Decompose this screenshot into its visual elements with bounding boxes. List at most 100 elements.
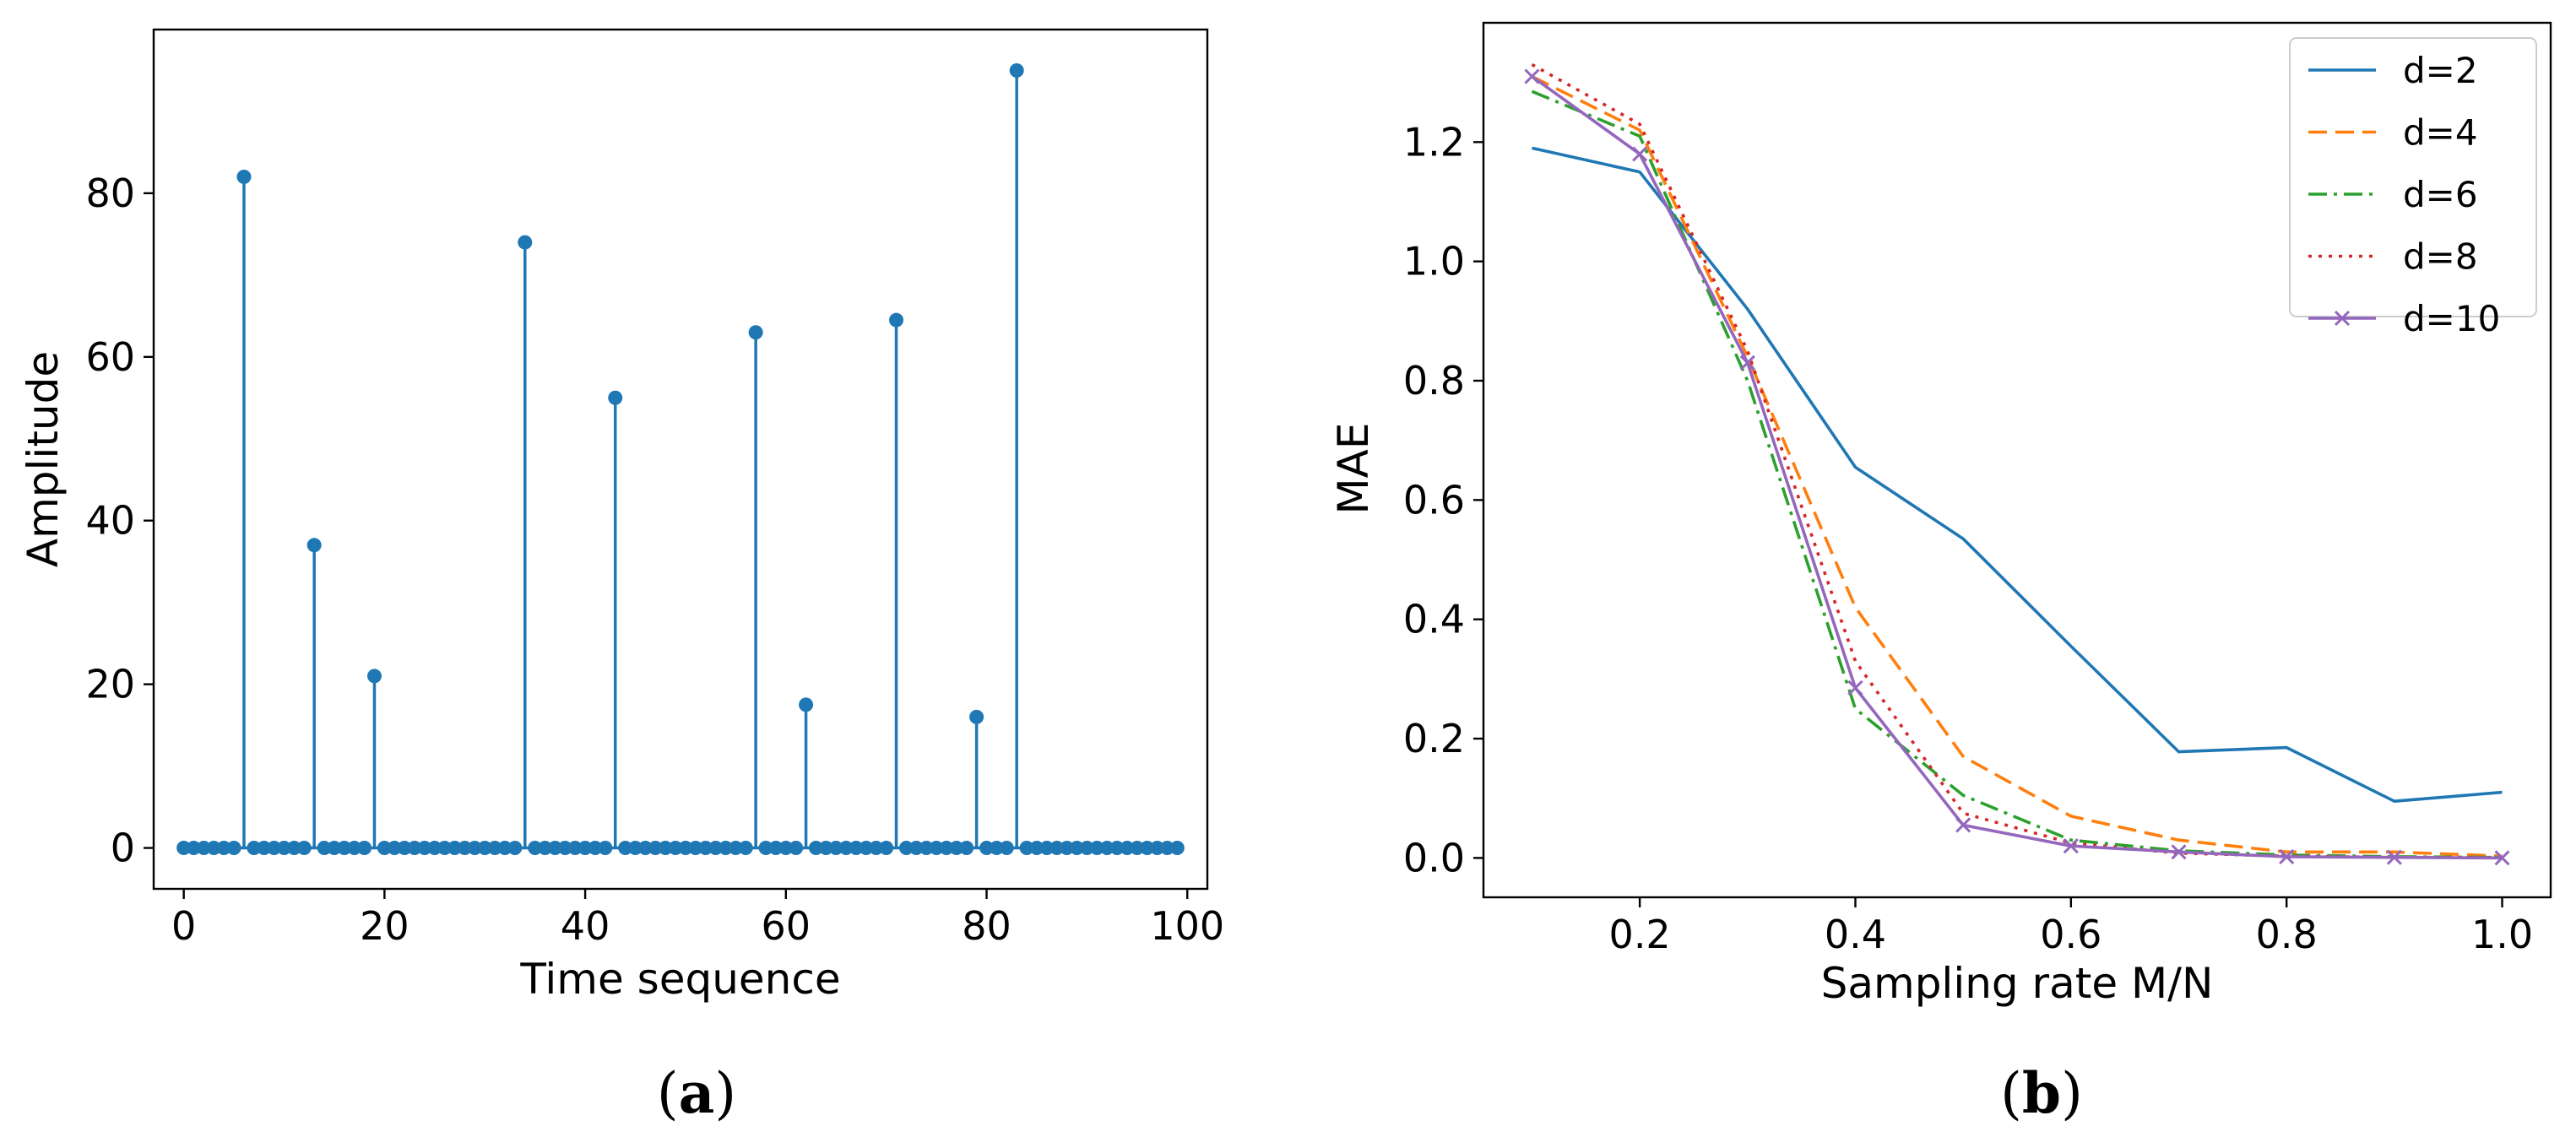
x-tick-label: 1.0 [2471, 912, 2533, 957]
stem-marker [226, 841, 241, 856]
stem-marker [216, 841, 231, 856]
stem-marker [989, 841, 1004, 856]
stem-marker [467, 841, 482, 856]
stem-marker [738, 841, 753, 856]
stem-marker [808, 841, 823, 856]
legend-label: d=2 [2403, 50, 2478, 91]
x-tick-label: 0 [171, 903, 196, 949]
stem-marker [176, 841, 192, 856]
line-chart: 0.2 0.4 0.6 0.8 1.0 0.0 0.2 0.4 0.6 0.8 1.0 1.2 Sa… [1329, 21, 2552, 1126]
x-axis-ticks: 0.2 0.4 0.6 0.8 1.0 [1609, 897, 2533, 957]
series-marker-x [1955, 817, 1971, 833]
y-tick-label: 60 [85, 334, 135, 380]
series-marker-x [2063, 838, 2079, 854]
legend: d=2 d=4 d=6 d=8 d=10 [2289, 37, 2537, 339]
x-tick-label: 60 [762, 903, 811, 949]
stem-marker [648, 841, 663, 856]
stem-marker [578, 841, 593, 856]
stem-marker [849, 841, 864, 856]
stem-marker [1150, 841, 1165, 856]
stem-marker [447, 841, 463, 856]
stem-marker [366, 669, 382, 684]
stem-marker [598, 841, 613, 856]
stem-marker [1130, 841, 1145, 856]
series-line-d-4 [1531, 74, 2503, 858]
y-tick-label: 20 [85, 662, 135, 707]
legend-label: d=8 [2403, 236, 2478, 278]
y-axis-ticks: 0.0 0.2 0.4 0.6 0.8 1.0 1.2 [1403, 119, 1483, 880]
y-tick-label: 0 [111, 826, 135, 871]
legend-label: d=10 [2403, 298, 2500, 339]
stem-marker [187, 841, 202, 856]
stem-chart: 0 20 40 60 80 100 0 20 40 60 80 Time sequence Amp… [19, 28, 1224, 1126]
stem-marker [898, 841, 914, 856]
stem-marker [518, 235, 533, 250]
stem-marker [688, 841, 703, 856]
stem-marker [387, 841, 402, 856]
y-axis-label: Amplitude [19, 351, 68, 567]
stem-marker [678, 841, 693, 856]
stem-marker [347, 841, 362, 856]
series-marker-x [2494, 850, 2510, 866]
stem-marker [267, 841, 282, 856]
stem-marker [557, 841, 572, 856]
x-tick-label: 0.8 [2256, 912, 2318, 957]
stem-marker [538, 841, 553, 856]
x-axis-label: Sampling rate M/N [1821, 959, 2214, 1008]
series-marker-x [1524, 68, 1540, 84]
stem-marker [929, 841, 944, 856]
x-tick-label: 20 [360, 903, 409, 949]
stem-marker [257, 841, 272, 856]
series-marker-x [2279, 848, 2295, 865]
x-tick-label: 0.2 [1609, 912, 1671, 957]
stem-marker [247, 841, 262, 856]
y-tick-label: 0.4 [1403, 597, 1465, 642]
x-tick-label: 0.6 [2040, 912, 2101, 957]
stem-marker [327, 841, 342, 856]
y-tick-label: 1.2 [1403, 119, 1465, 165]
stem-marker [748, 325, 763, 340]
stem-marker [979, 841, 995, 856]
series-lines [1524, 62, 2510, 866]
stem-marker [1169, 841, 1185, 856]
x-tick-label: 0.4 [1825, 912, 1886, 957]
stem-marker [999, 841, 1014, 856]
stem-marker [277, 841, 292, 856]
stem-marker [1089, 841, 1104, 856]
stem-marker [567, 841, 583, 856]
legend-box [2289, 37, 2537, 317]
stem-marker [306, 538, 322, 553]
y-tick-label: 0.6 [1403, 477, 1465, 523]
stem-marker [708, 841, 724, 856]
legend-label: d=6 [2403, 174, 2478, 215]
stem-marker [497, 841, 512, 856]
stem-marker [417, 841, 432, 856]
series-marker-x [1632, 146, 1648, 162]
stem-marker [608, 390, 623, 405]
panel-label-a: (a) [657, 1060, 736, 1126]
stem-marker [1019, 841, 1034, 856]
stem-marks [176, 62, 1185, 856]
stem-marker [507, 841, 523, 856]
y-tick-label: 0.8 [1403, 358, 1465, 403]
stem-marker [427, 841, 442, 856]
plot-frame [152, 28, 1209, 891]
legend-marker-x [2334, 310, 2351, 327]
stem-marker [206, 841, 221, 856]
series-marker-x [2171, 844, 2187, 860]
y-tick-label: 1.0 [1403, 239, 1465, 284]
stem-marker [1120, 841, 1135, 856]
x-axis-label: Time sequence [519, 955, 840, 1004]
stem-marker [1099, 841, 1114, 856]
y-tick-label: 0.0 [1403, 835, 1465, 880]
y-axis-label: MAE [1329, 423, 1378, 515]
stem-marker [728, 841, 743, 856]
stem-marker [1079, 841, 1094, 856]
stem-marker [1049, 841, 1065, 856]
stem-marker [879, 841, 894, 856]
x-axis-ticks: 0 20 40 60 80 100 [171, 889, 1224, 949]
stem-marker [477, 841, 492, 856]
stem-marker [1029, 841, 1044, 856]
x-tick-label: 100 [1150, 903, 1224, 949]
